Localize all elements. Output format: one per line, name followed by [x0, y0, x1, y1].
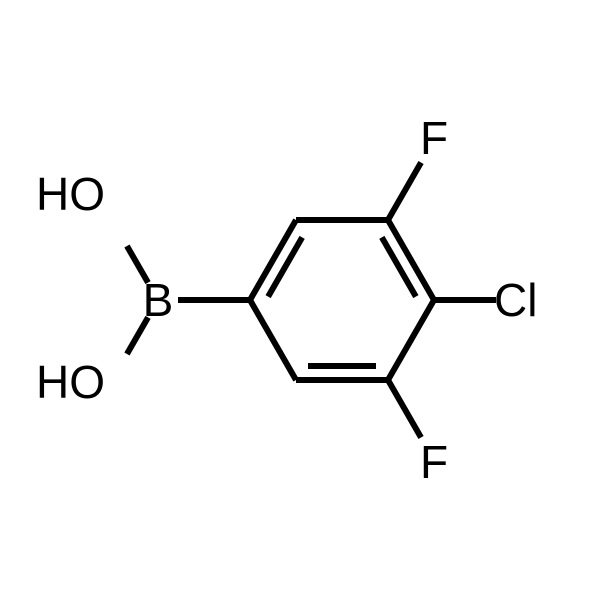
svg-text:F: F — [420, 112, 448, 164]
svg-text:HO: HO — [36, 356, 105, 408]
svg-text:B: B — [143, 274, 174, 326]
svg-text:Cl: Cl — [494, 274, 537, 326]
svg-text:F: F — [420, 436, 448, 488]
svg-text:HO: HO — [36, 168, 105, 220]
